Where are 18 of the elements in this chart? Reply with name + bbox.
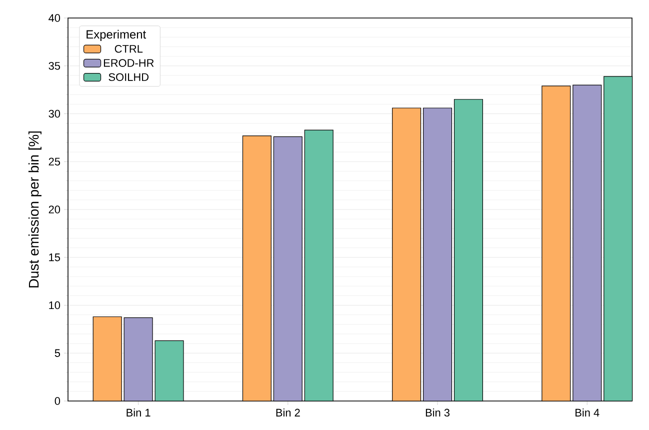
y-tick-label: 5 — [54, 349, 60, 357]
x-tick-label: Bin 1 — [126, 408, 150, 416]
x-tick-label: Bin 3 — [426, 408, 450, 417]
x-tick-label: Bin 2 — [276, 408, 300, 416]
y-tick-label: 20 — [48, 206, 60, 214]
y-tick-label: 30 — [48, 110, 60, 118]
legend-label: EROD-HR — [104, 59, 154, 67]
y-tick-label: 0 — [54, 397, 60, 405]
x-tick-label: Bin 4 — [576, 408, 600, 416]
y-tick-label: 10 — [49, 301, 60, 310]
y-tick-label: 40 — [48, 14, 60, 22]
y-tick-label: 25 — [48, 158, 60, 166]
legend-label: SOILHD — [108, 73, 149, 81]
y-tick-label: 35 — [48, 62, 60, 70]
y-tick-label: 15 — [49, 254, 60, 262]
y-axis-title: Dust emission per bin [%] — [28, 131, 42, 288]
legend-title: Experiment — [86, 30, 146, 41]
legend-label: CTRL — [114, 44, 143, 53]
